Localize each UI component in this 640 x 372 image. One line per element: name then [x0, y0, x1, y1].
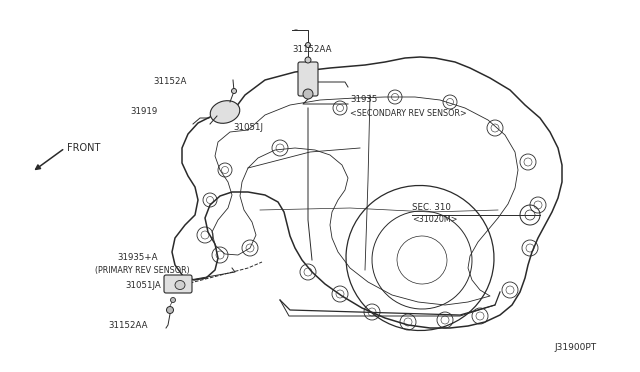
Ellipse shape: [305, 57, 311, 63]
Text: 31919: 31919: [130, 108, 157, 116]
Text: <SECONDARY REV SENSOR>: <SECONDARY REV SENSOR>: [350, 109, 467, 118]
Text: J31900PT: J31900PT: [555, 343, 597, 353]
Ellipse shape: [232, 89, 237, 93]
Ellipse shape: [175, 280, 185, 289]
Ellipse shape: [170, 298, 175, 302]
Text: 31051J: 31051J: [233, 124, 263, 132]
Text: 31935+A: 31935+A: [117, 253, 157, 263]
Text: FRONT: FRONT: [67, 143, 100, 153]
FancyBboxPatch shape: [298, 62, 318, 96]
Text: 31051JA: 31051JA: [125, 282, 161, 291]
Text: 31152AA: 31152AA: [292, 45, 332, 55]
Ellipse shape: [210, 101, 240, 123]
Text: 31152AA: 31152AA: [108, 321, 147, 330]
Ellipse shape: [303, 89, 313, 99]
Text: (PRIMARY REV SENSOR): (PRIMARY REV SENSOR): [95, 266, 189, 275]
Ellipse shape: [166, 307, 173, 314]
FancyBboxPatch shape: [164, 275, 192, 293]
Ellipse shape: [305, 42, 310, 48]
Text: 31935: 31935: [350, 96, 378, 105]
Text: <31020M>: <31020M>: [412, 215, 458, 224]
Text: 31152A: 31152A: [153, 77, 186, 87]
Text: SEC. 310: SEC. 310: [412, 203, 451, 212]
